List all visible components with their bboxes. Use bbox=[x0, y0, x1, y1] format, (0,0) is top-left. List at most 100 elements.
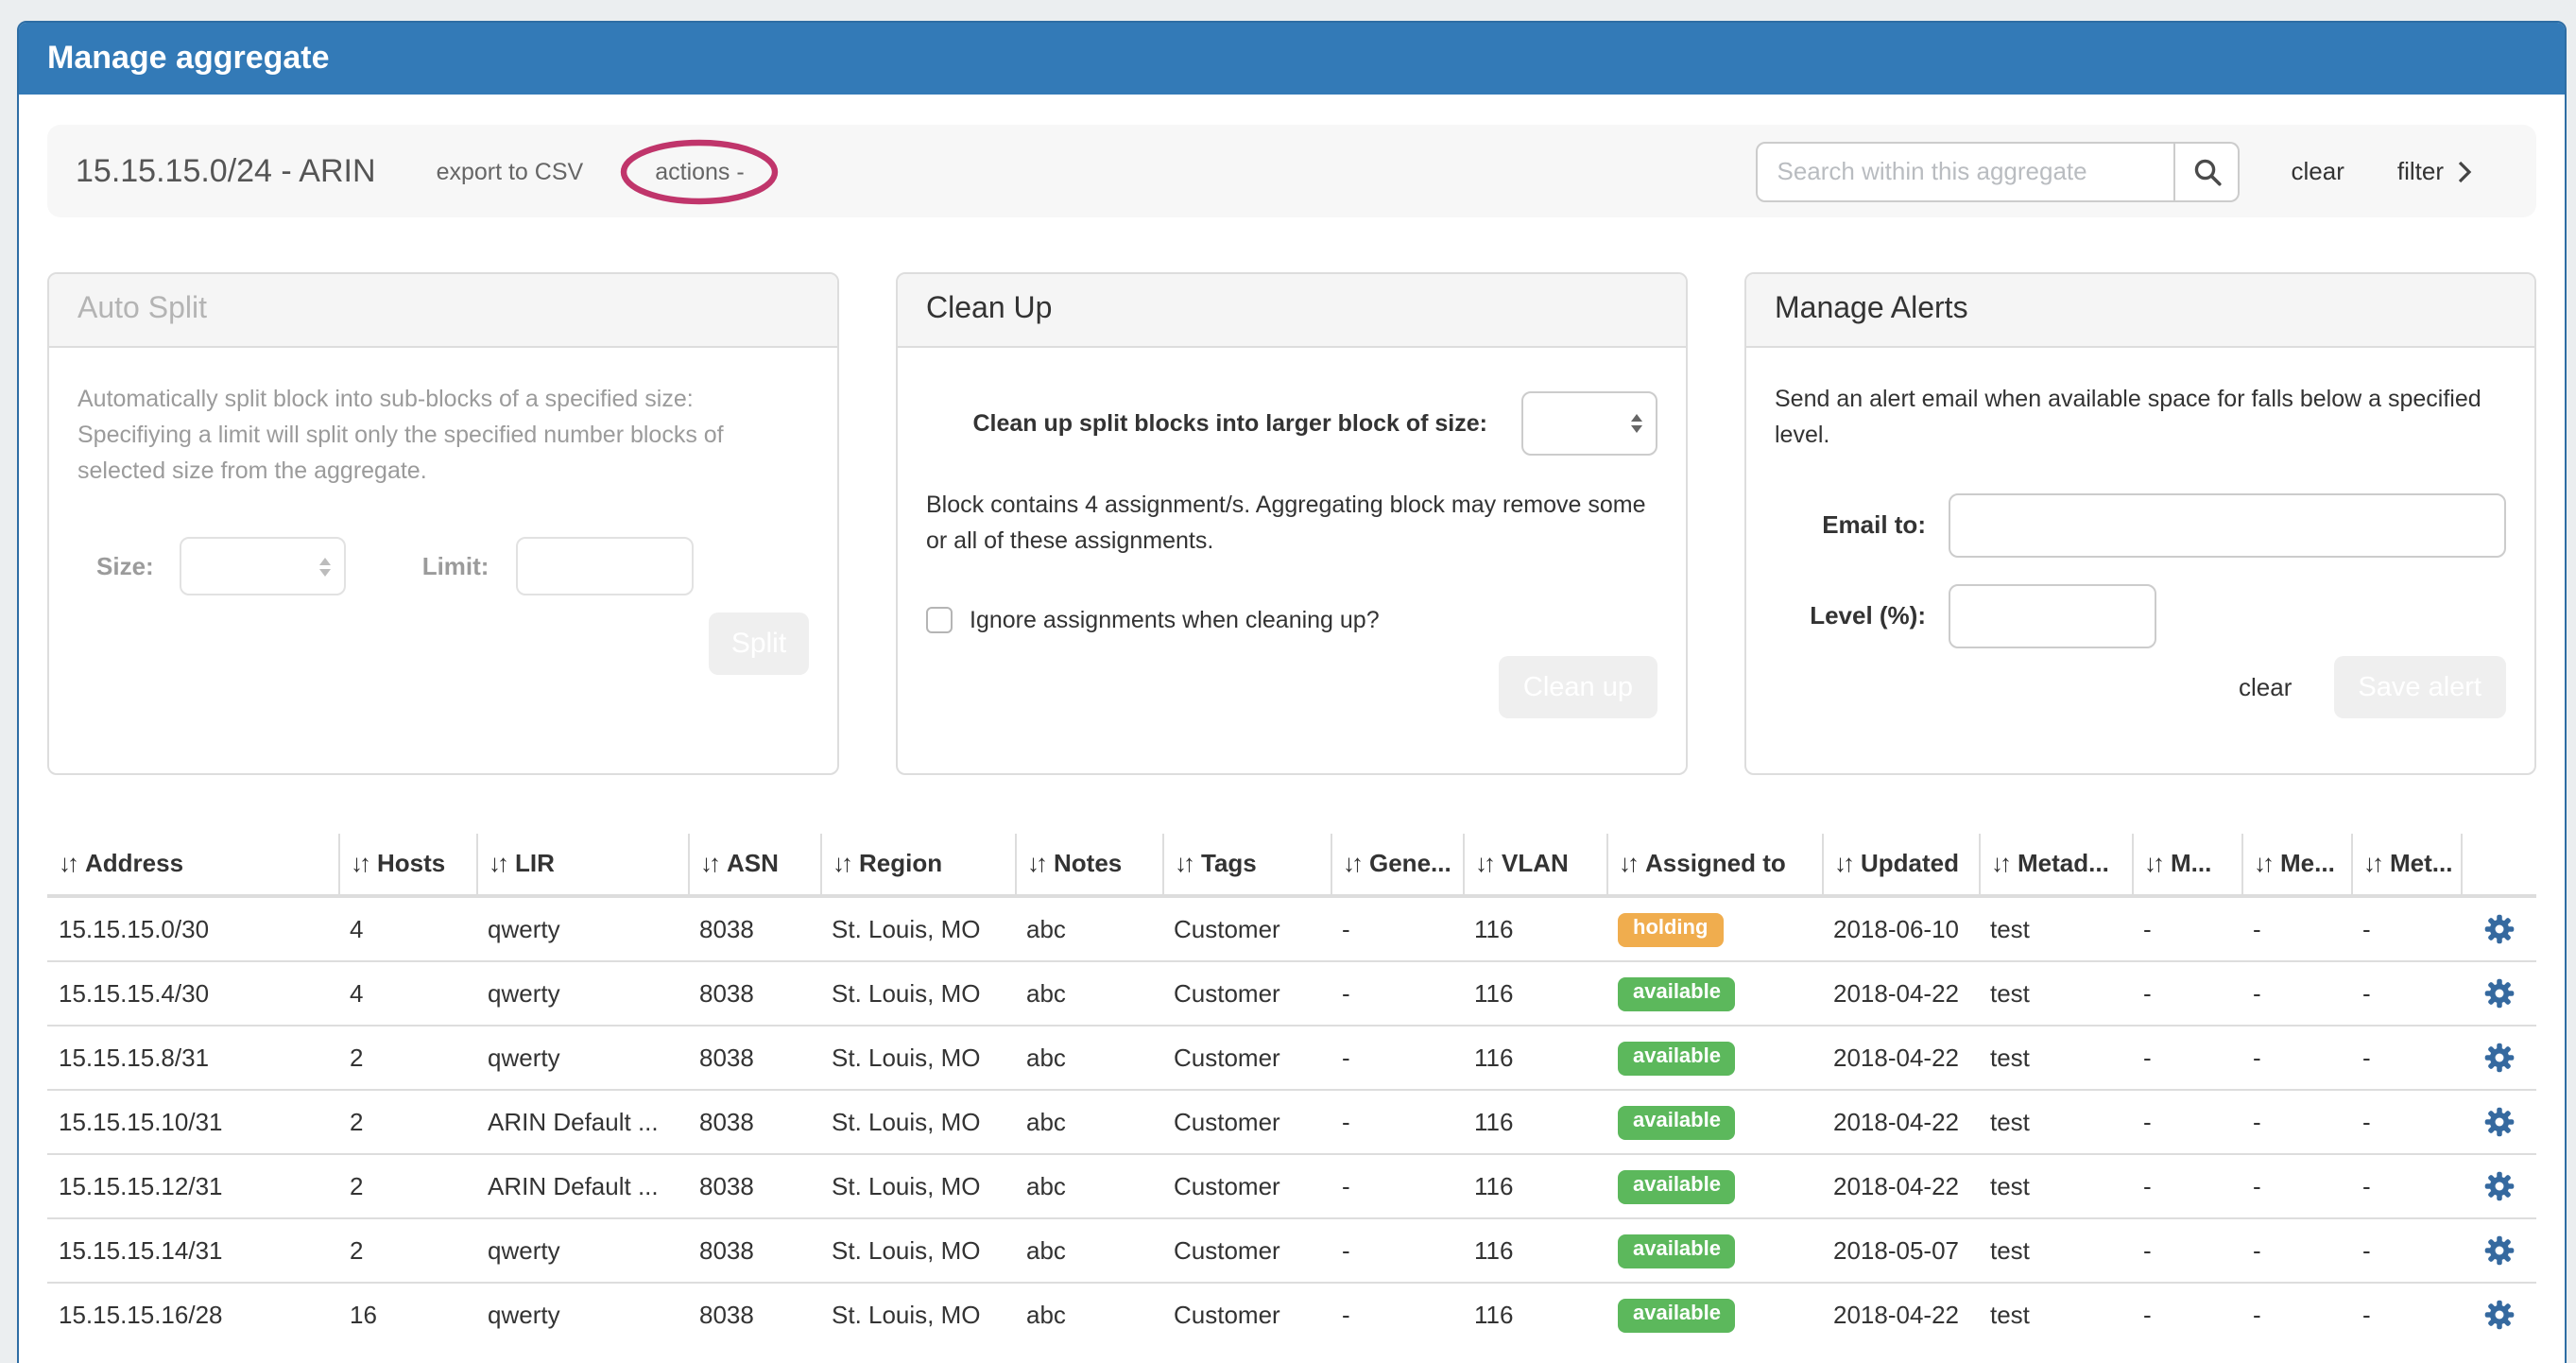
gear-icon[interactable] bbox=[2482, 1170, 2515, 1202]
column-header-hosts[interactable]: ↓↑ Hosts bbox=[337, 834, 476, 898]
column-label: Notes bbox=[1054, 849, 1123, 877]
cell-lir: qwerty bbox=[476, 1282, 688, 1346]
sort-icon: ↓↑ bbox=[1175, 849, 1195, 877]
save-alert-button[interactable]: Save alert bbox=[2333, 656, 2506, 718]
auto-split-title: Auto Split bbox=[49, 274, 837, 348]
auto-split-description: Automatically split block into sub-block… bbox=[77, 386, 724, 483]
status-badge: holding bbox=[1618, 913, 1724, 947]
gear-icon[interactable] bbox=[2482, 913, 2515, 945]
column-header-metadata-3[interactable]: ↓↑ Me... bbox=[2241, 834, 2351, 898]
limit-label: Limit: bbox=[421, 552, 489, 581]
cell-metadata-3: - bbox=[2241, 1153, 2351, 1218]
cell-generic: - bbox=[1331, 1025, 1463, 1090]
cell-metadata-1: test bbox=[1979, 960, 2132, 1026]
column-header-asn[interactable]: ↓↑ ASN bbox=[687, 834, 820, 898]
manage-alerts-title: Manage Alerts bbox=[1746, 274, 2534, 348]
actions-label: actions - bbox=[655, 158, 745, 184]
clean-up-button[interactable]: Clean up bbox=[1498, 656, 1657, 718]
gear-icon[interactable] bbox=[2482, 1106, 2515, 1138]
cell-vlan: 116 bbox=[1463, 895, 1606, 961]
search-input[interactable] bbox=[1756, 141, 2176, 201]
cell-assigned-to: available bbox=[1606, 1153, 1822, 1218]
cell-tags: Customer bbox=[1162, 1025, 1331, 1090]
gear-icon[interactable] bbox=[2482, 1234, 2515, 1267]
column-label: Updated bbox=[1861, 849, 1959, 877]
cell-hosts: 2 bbox=[338, 1089, 476, 1154]
size-select bbox=[180, 537, 347, 596]
cell-metadata-2: - bbox=[2132, 1153, 2241, 1218]
auto-split-card: Auto Split Automatically split block int… bbox=[47, 272, 839, 775]
manage-alerts-body: Send an alert email when available space… bbox=[1746, 348, 2534, 775]
status-badge: available bbox=[1618, 1234, 1736, 1268]
gear-icon[interactable] bbox=[2482, 1299, 2515, 1331]
status-badge: available bbox=[1618, 1170, 1736, 1204]
column-header-lir[interactable]: ↓↑ LIR bbox=[475, 834, 688, 898]
cell-assigned-to: available bbox=[1606, 960, 1822, 1026]
sort-icon: ↓↑ bbox=[2363, 849, 2384, 877]
email-label: Email to: bbox=[1822, 510, 1926, 539]
level-field[interactable] bbox=[1949, 583, 2156, 647]
cell-asn: 8038 bbox=[688, 960, 820, 1026]
cell-metadata-3: - bbox=[2241, 895, 2351, 961]
column-header-region[interactable]: ↓↑ Region bbox=[819, 834, 1015, 898]
cell-metadata-2: - bbox=[2132, 1025, 2241, 1090]
gear-icon[interactable] bbox=[2482, 1042, 2515, 1074]
level-row: Level (%): bbox=[1775, 583, 2506, 647]
column-header-metadata-1[interactable]: ↓↑ Metad... bbox=[1978, 834, 2132, 898]
table-row: 15.15.15.4/30 4 qwerty 8038 St. Louis, MO abc… bbox=[47, 960, 2536, 1026]
actions-dropdown[interactable]: actions - bbox=[621, 138, 779, 204]
cell-metadata-1: test bbox=[1979, 1025, 2132, 1090]
filter-link[interactable]: filter bbox=[2397, 157, 2472, 185]
column-label: Gene... bbox=[1369, 849, 1451, 877]
cell-metadata-3: - bbox=[2241, 1282, 2351, 1346]
cell-vlan: 116 bbox=[1463, 1025, 1606, 1090]
sort-icon: ↓↑ bbox=[2144, 849, 2165, 877]
cell-metadata-4: - bbox=[2351, 1089, 2461, 1154]
cell-hosts: 2 bbox=[338, 1217, 476, 1283]
cell-metadata-2: - bbox=[2132, 1282, 2241, 1346]
cell-address: 15.15.15.14/31 bbox=[47, 1217, 338, 1283]
cell-row-actions bbox=[2461, 1153, 2536, 1218]
cell-metadata-1: test bbox=[1979, 1282, 2132, 1346]
sort-icon: ↓↑ bbox=[1027, 849, 1048, 877]
cell-region: St. Louis, MO bbox=[820, 1089, 1015, 1154]
clean-up-size-select[interactable] bbox=[1521, 391, 1657, 456]
cell-region: St. Louis, MO bbox=[820, 1282, 1015, 1346]
cell-metadata-4: - bbox=[2351, 960, 2461, 1026]
cell-metadata-3: - bbox=[2241, 1025, 2351, 1090]
cell-updated: 2018-04-22 bbox=[1822, 1025, 1979, 1090]
cell-region: St. Louis, MO bbox=[820, 895, 1015, 961]
gear-icon[interactable] bbox=[2482, 977, 2515, 1009]
cell-lir: qwerty bbox=[476, 895, 688, 961]
clear-search-link[interactable]: clear bbox=[2291, 157, 2344, 185]
ignore-assignments-checkbox[interactable] bbox=[926, 606, 953, 632]
panel-body: 15.15.15.0/24 - ARIN export to CSV actio… bbox=[19, 95, 2565, 1346]
clean-up-body: Clean up split blocks into larger block … bbox=[898, 348, 1686, 775]
cell-lir: ARIN Default ... bbox=[476, 1153, 688, 1218]
cell-hosts: 2 bbox=[338, 1153, 476, 1218]
column-header-notes[interactable]: ↓↑ Notes bbox=[1014, 834, 1162, 898]
cell-region: St. Louis, MO bbox=[820, 1217, 1015, 1283]
column-header-metadata-2[interactable]: ↓↑ M... bbox=[2131, 834, 2241, 898]
column-header-assigned-to[interactable]: ↓↑ Assigned to bbox=[1606, 834, 1822, 898]
clean-up-card: Clean Up Clean up split blocks into larg… bbox=[896, 272, 1688, 775]
size-label: Size: bbox=[96, 552, 154, 581]
column-label: Region bbox=[859, 849, 943, 877]
column-header-vlan[interactable]: ↓↑ VLAN bbox=[1462, 834, 1606, 898]
column-header-updated[interactable]: ↓↑ Updated bbox=[1821, 834, 1979, 898]
status-badge: available bbox=[1618, 1299, 1736, 1333]
column-header-generic[interactable]: ↓↑ Gene... bbox=[1330, 834, 1463, 898]
alert-clear-link[interactable]: clear bbox=[2239, 673, 2293, 701]
select-caret-icon bbox=[1631, 414, 1642, 433]
cell-tags: Customer bbox=[1162, 1217, 1331, 1283]
column-header-metadata-4[interactable]: ↓↑ Met... bbox=[2350, 834, 2461, 898]
email-field[interactable] bbox=[1949, 492, 2506, 557]
search-button[interactable] bbox=[2175, 141, 2241, 201]
column-label: Tags bbox=[1201, 849, 1257, 877]
export-csv-link[interactable]: export to CSV bbox=[436, 158, 584, 184]
cell-asn: 8038 bbox=[688, 895, 820, 961]
cell-lir: qwerty bbox=[476, 960, 688, 1026]
column-header-address[interactable]: ↓↑ Address bbox=[47, 834, 338, 898]
aggregate-title: 15.15.15.0/24 - ARIN bbox=[76, 152, 376, 188]
column-header-tags[interactable]: ↓↑ Tags bbox=[1161, 834, 1331, 898]
